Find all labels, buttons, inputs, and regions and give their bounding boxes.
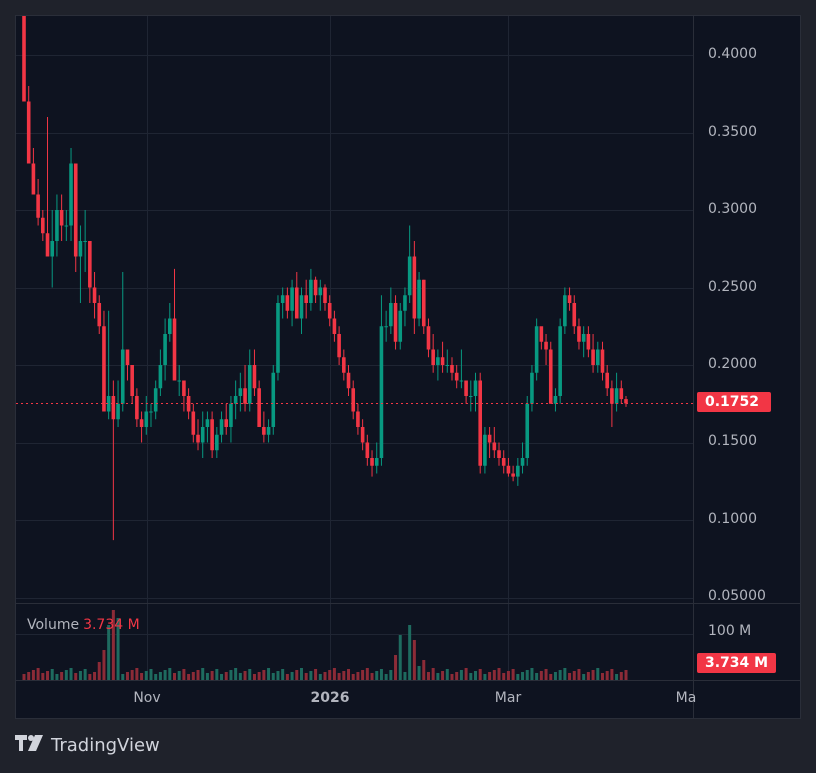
tradingview-logo-icon <box>15 735 45 756</box>
volume-legend-label: Volume <box>27 617 80 633</box>
price-tick-0: 0.4000 <box>708 46 757 62</box>
time-tick-2026: 2026 <box>310 690 350 706</box>
price-tick-4: 0.2000 <box>708 356 757 372</box>
volume-legend: Volume 3.734 M <box>27 617 140 633</box>
price-tick-2: 0.3000 <box>708 201 757 217</box>
volume-tag: 3.734 M <box>697 653 777 673</box>
price-tick-1: 0.3500 <box>708 124 757 140</box>
tradingview-logo[interactable]: TradingView <box>15 735 160 756</box>
price-tick-6: 0.1000 <box>708 511 757 527</box>
volume-legend-value: 3.734 M <box>83 617 140 633</box>
price-tick-3: 0.2500 <box>708 279 757 295</box>
time-tick-nov: Nov <box>133 690 161 706</box>
price-tick-5: 0.1500 <box>708 433 757 449</box>
price-tick-7: 0.05000 <box>708 588 766 604</box>
last-price-tag: 0.1752 <box>697 392 771 412</box>
time-tick-mar: Mar <box>494 690 522 706</box>
chart-panel[interactable] <box>15 15 801 719</box>
volume-axis-tick: 100 M <box>708 623 752 639</box>
tradingview-logo-text: TradingView <box>51 735 160 756</box>
time-tick-may: Ma <box>675 690 697 706</box>
